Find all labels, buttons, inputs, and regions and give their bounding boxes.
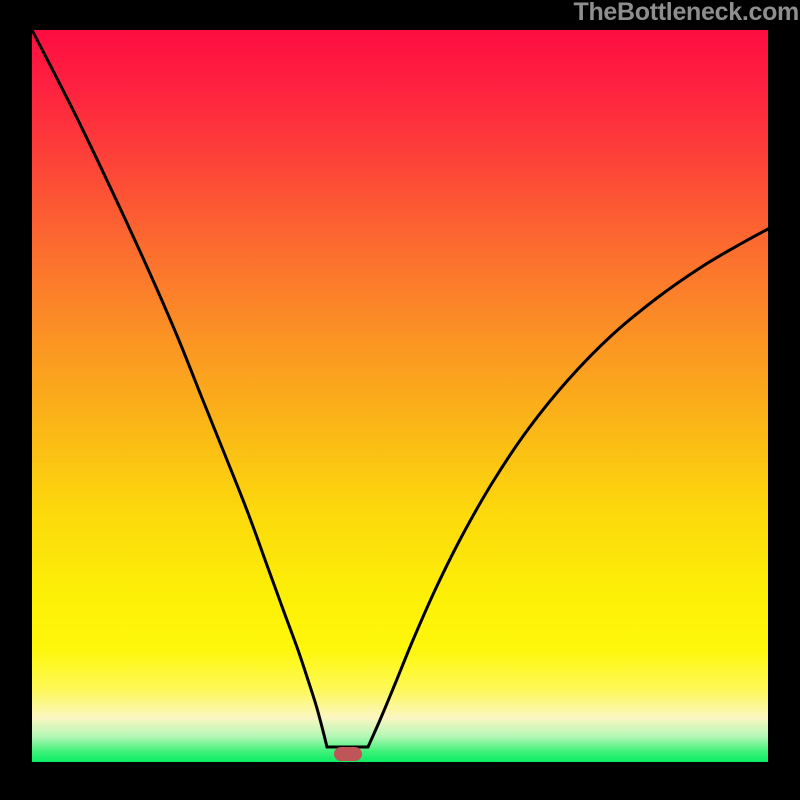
chart-root: TheBottleneck.com bbox=[0, 0, 800, 800]
plot-area bbox=[32, 30, 768, 762]
bottleneck-marker bbox=[334, 747, 362, 761]
watermark-text: TheBottleneck.com bbox=[573, 0, 799, 27]
bottleneck-v-curve bbox=[0, 0, 800, 800]
